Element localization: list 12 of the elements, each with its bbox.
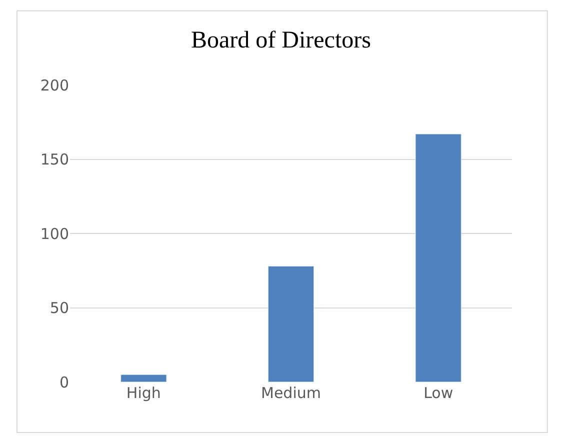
- x-tick-label: Medium: [261, 384, 321, 402]
- x-tick-label: Low: [424, 384, 454, 402]
- y-tick-label: 50: [50, 299, 69, 317]
- x-tick-label: High: [126, 384, 161, 402]
- bar: [120, 374, 167, 382]
- y-tick-label: 150: [40, 150, 69, 168]
- chart-title: Board of Directors: [191, 27, 371, 54]
- y-tick-label: 200: [40, 76, 69, 94]
- y-tick-label: 0: [59, 373, 69, 392]
- y-tick-label: 100: [40, 224, 69, 243]
- bar: [415, 134, 462, 382]
- bar: [268, 266, 314, 382]
